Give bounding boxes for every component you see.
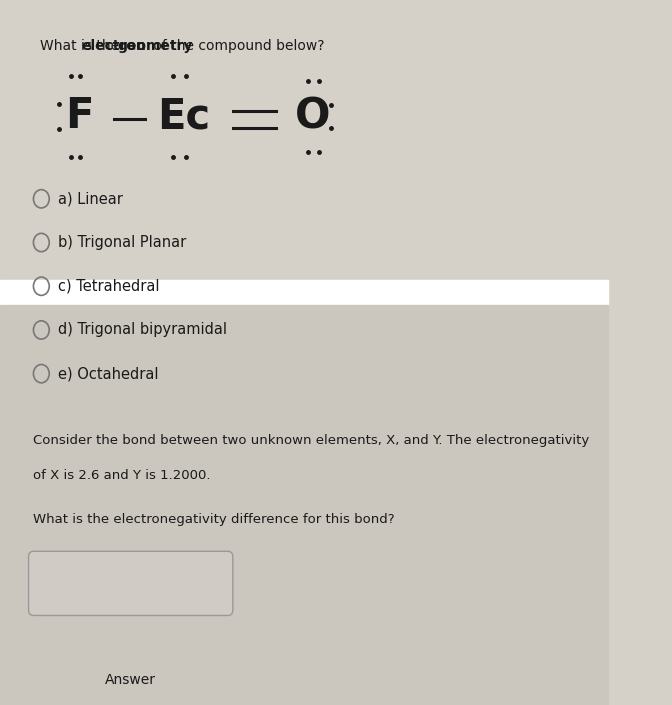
Text: electron: electron — [82, 39, 146, 53]
FancyBboxPatch shape — [29, 551, 233, 615]
Text: c) Tetrahedral: c) Tetrahedral — [58, 278, 159, 294]
Text: d) Trigonal bipyramidal: d) Trigonal bipyramidal — [58, 322, 226, 338]
Text: O: O — [295, 95, 330, 137]
Text: Ec: Ec — [157, 95, 210, 137]
Text: of X is 2.6 and Y is 1.2000.: of X is 2.6 and Y is 1.2000. — [34, 469, 211, 482]
Text: b) Trigonal Planar: b) Trigonal Planar — [58, 235, 186, 250]
Text: F: F — [65, 95, 93, 137]
Text: e) Octahedral: e) Octahedral — [58, 366, 158, 381]
Text: Answer: Answer — [106, 673, 156, 687]
Text: of the compound below?: of the compound below? — [149, 39, 324, 53]
Text: geometry: geometry — [117, 39, 192, 53]
Text: Your Answer:: Your Answer: — [34, 556, 120, 569]
Text: Consider the bond between two unknown elements, X, and Y. The electronegativity: Consider the bond between two unknown el… — [34, 434, 590, 446]
Text: a) Linear: a) Linear — [58, 191, 122, 207]
Text: What is the: What is the — [40, 39, 123, 53]
Text: What is the electronegativity difference for this bond?: What is the electronegativity difference… — [34, 513, 395, 525]
